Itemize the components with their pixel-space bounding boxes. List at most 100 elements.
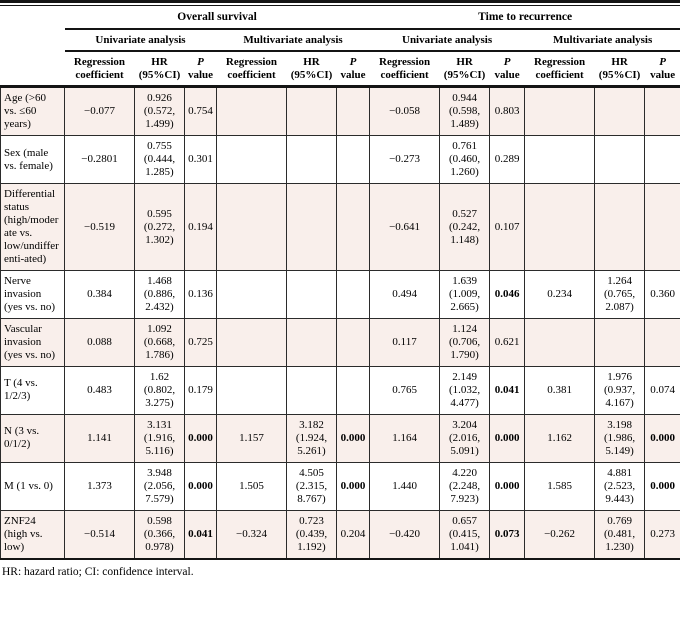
table-row: Vascular invasion (yes vs. no) 0.088 1.092… (0, 318, 680, 367)
table-body: Age (>60 vs. ≤60 years) −0.077 0.926 (0.57… (0, 86, 680, 560)
data-cell: 3.204 (2.016, 5.091) (439, 413, 491, 463)
data-cell (335, 270, 371, 319)
paper-table-page: Overall survival Time to recurrence Univ… (0, 0, 680, 578)
empty-corner-cell (1, 9, 65, 29)
section-header-row: Overall survival Time to recurrence (1, 9, 680, 30)
analysis-header-row: Univariate analysis Multivariate analysi… (1, 28, 680, 52)
table-row: M (1 vs. 0) 1.373 3.948 (2.056, 7.579) 0.00… (0, 461, 680, 511)
data-cell: 1.264 (0.765, 2.087) (594, 270, 646, 319)
data-cell: 0.088 (64, 318, 135, 367)
data-cell: 0.074 (644, 365, 680, 415)
data-cell: 0.000 (644, 461, 680, 511)
data-cell: 0.000 (644, 413, 680, 463)
col-header-regression: Regression coefficient (64, 50, 135, 89)
data-cell: 0.179 (184, 365, 217, 415)
data-cell: 3.182 (1.924, 5.261) (286, 413, 337, 463)
data-cell: 0.000 (489, 461, 526, 511)
data-cell (524, 86, 596, 137)
data-cell: 0.041 (184, 509, 217, 560)
table-row: Differential status (high/moderate vs. l… (0, 183, 680, 272)
data-cell: 0.000 (184, 413, 217, 463)
data-cell: 0.598 (0.366, 0.978) (134, 509, 185, 560)
data-cell (524, 183, 596, 272)
data-cell: 3.948 (2.056, 7.579) (134, 461, 185, 511)
row-label: N (3 vs. 0/1/2) (0, 413, 65, 463)
col-header-hr: HR (95%CI) (286, 50, 337, 89)
data-cell: 0.194 (184, 183, 217, 272)
data-cell: 1.373 (64, 461, 135, 511)
data-cell: −0.273 (369, 135, 441, 185)
col-header-regression: Regression coefficient (369, 50, 440, 89)
data-cell (644, 183, 680, 272)
data-cell: 2.149 (1.032, 4.477) (439, 365, 491, 415)
data-cell: 0.360 (644, 270, 680, 319)
data-cell (216, 135, 287, 185)
data-cell: 0.657 (0.415, 1.041) (439, 509, 491, 560)
data-cell: 3.131 (1.916, 5.116) (134, 413, 185, 463)
data-cell: 0.725 (184, 318, 217, 367)
data-cell: 0.765 (369, 365, 441, 415)
data-cell (286, 183, 337, 272)
data-cell: 0.000 (335, 413, 371, 463)
row-label: Sex (male vs. female) (0, 135, 65, 185)
data-cell: 0.107 (489, 183, 526, 272)
empty-corner-cell (0, 50, 65, 89)
data-cell: −0.514 (64, 509, 135, 560)
data-cell (335, 318, 371, 367)
data-cell: 0.527 (0.242, 1.148) (439, 183, 491, 272)
data-cell (644, 318, 680, 367)
results-table: Overall survival Time to recurrence Univ… (0, 9, 680, 560)
data-cell: 0.117 (369, 318, 441, 367)
data-cell: 1.62 (0.802, 3.275) (134, 365, 185, 415)
data-cell (216, 318, 287, 367)
data-cell: 0.301 (184, 135, 217, 185)
data-cell (594, 86, 646, 137)
data-cell: 0.273 (644, 509, 680, 560)
data-cell: 0.000 (184, 461, 217, 511)
data-cell: 1.124 (0.706, 1.790) (439, 318, 491, 367)
analysis-header-os-univariate: Univariate analysis (64, 28, 217, 52)
table-row: Nerve invasion (yes vs. no) 0.384 1.468 (0… (0, 270, 680, 319)
data-cell: −0.324 (216, 509, 287, 560)
data-cell: 1.440 (369, 461, 441, 511)
data-cell (286, 135, 337, 185)
table-row: N (3 vs. 0/1/2) 1.141 3.131 (1.916, 5.116)… (0, 413, 680, 463)
data-cell: 0.041 (489, 365, 526, 415)
data-cell: 1.141 (64, 413, 135, 463)
p-symbol: P (349, 55, 357, 68)
data-cell (286, 270, 337, 319)
data-cell: 0.769 (0.481, 1.230) (594, 509, 646, 560)
data-cell: −0.641 (369, 183, 441, 272)
data-cell: −0.2801 (64, 135, 135, 185)
analysis-header-ttr-multivariate: Multivariate analysis (524, 28, 680, 52)
data-cell: 0.000 (335, 461, 371, 511)
data-cell (594, 183, 646, 272)
data-cell: 0.381 (524, 365, 596, 415)
data-cell: 0.073 (489, 509, 526, 560)
data-cell: 1.157 (216, 413, 287, 463)
data-cell (594, 135, 646, 185)
p-word: value (494, 68, 520, 81)
data-cell (644, 135, 680, 185)
data-cell: 0.595 (0.272, 1.302) (134, 183, 185, 272)
data-cell: 1.976 (0.937, 4.167) (594, 365, 646, 415)
row-label: M (1 vs. 0) (0, 461, 65, 511)
table-row: T (4 vs. 1/2/3) 0.483 1.62 (0.802, 3.275) 0… (0, 365, 680, 415)
data-cell (286, 86, 337, 137)
data-cell: 1.585 (524, 461, 596, 511)
table-row: Sex (male vs. female) −0.2801 0.755 (0.444… (0, 135, 680, 185)
data-cell (216, 365, 287, 415)
data-cell: 0.803 (489, 86, 526, 137)
data-cell: 4.220 (2.248, 7.923) (439, 461, 491, 511)
data-cell: 0.755 (0.444, 1.285) (134, 135, 185, 185)
data-cell (524, 318, 596, 367)
p-word: value (340, 68, 366, 81)
data-cell (216, 86, 287, 137)
data-cell (335, 183, 371, 272)
data-cell: −0.058 (369, 86, 441, 137)
data-cell: 0.046 (489, 270, 526, 319)
